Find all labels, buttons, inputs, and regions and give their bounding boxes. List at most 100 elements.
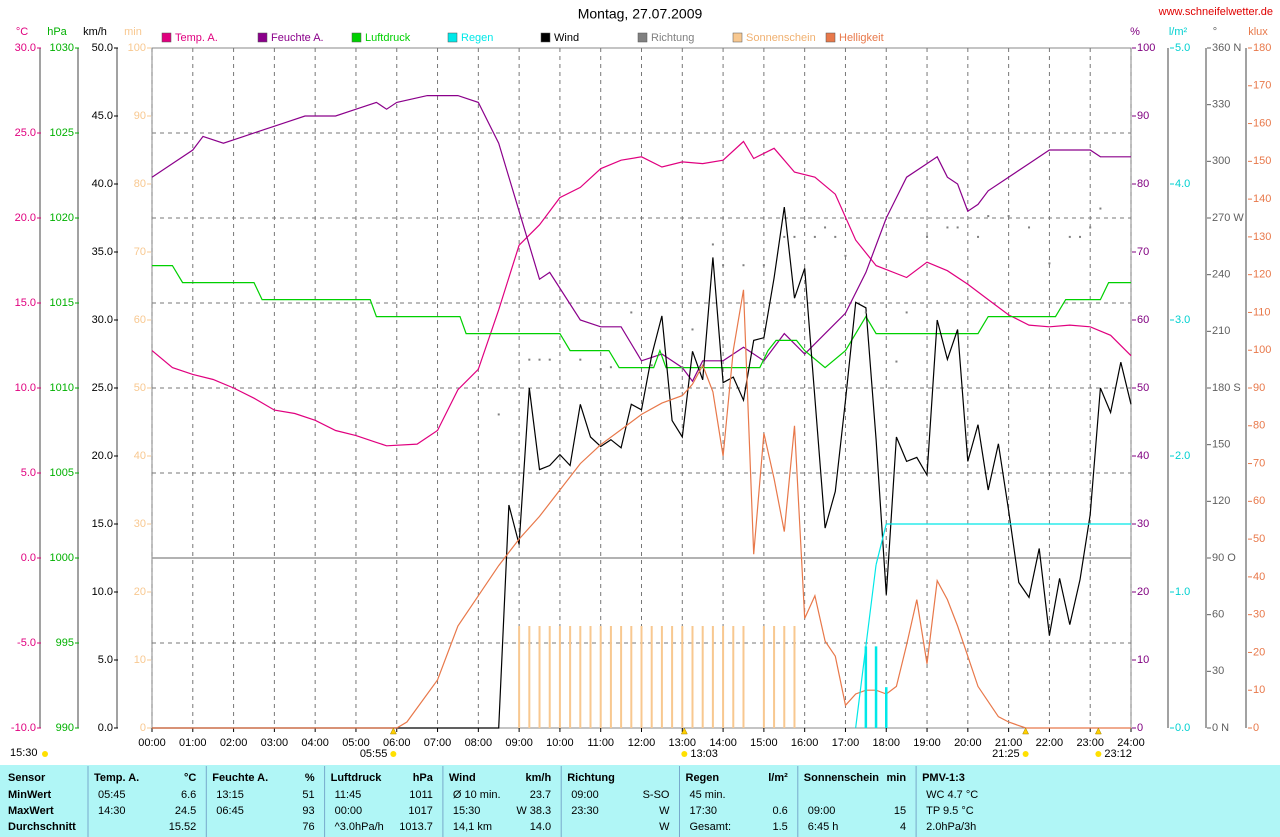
sunshine-bar (793, 626, 796, 728)
y-tick-label: 0.0 (21, 552, 36, 564)
x-tick-label: 05:00 (342, 737, 370, 749)
direction-dot (895, 360, 898, 363)
column-header: Temp. A. (94, 772, 139, 784)
column-header: Richtung (567, 772, 615, 784)
annotation-marker (1094, 727, 1102, 735)
cell-left: 06:45 (216, 805, 244, 817)
rain-sum-segment (865, 564, 877, 647)
axis-unit: ° (1213, 26, 1217, 38)
direction-dot (722, 264, 725, 267)
y-tick-label: 1000 (50, 552, 74, 564)
y-tick-label: 210 (1212, 325, 1230, 337)
column-header: Regen (686, 772, 720, 784)
annotation-marker (389, 727, 397, 735)
x-tick-label: 23:00 (1076, 737, 1104, 749)
y-tick-label: -10.0 (11, 722, 36, 734)
y-tick-label: 60 (1253, 495, 1265, 507)
sunshine-bar (671, 626, 674, 728)
sunshine-bar (579, 626, 582, 728)
axis-unit: km/h (83, 26, 107, 38)
sunshine-bar (722, 626, 725, 728)
sunshine-bar (701, 626, 704, 728)
y-tick-label: 30 (134, 518, 146, 530)
direction-dot (946, 226, 949, 229)
y-tick-label: 5.0 (1175, 42, 1190, 54)
x-tick-label: 19:00 (913, 737, 941, 749)
sunshine-bar (640, 626, 643, 728)
axis-unit: °C (16, 26, 28, 38)
sunshine-bar (599, 626, 602, 728)
y-tick-label: 40.0 (92, 178, 113, 190)
y-tick-label: 60 (1212, 609, 1224, 621)
y-tick-label: 130 (1253, 231, 1271, 243)
y-tick-label: 70 (134, 246, 146, 258)
legend-swatch (351, 32, 362, 43)
y-tick-label: 1010 (50, 382, 74, 394)
sunshine-bar (620, 626, 623, 728)
cell-right: W 38.3 (516, 805, 551, 817)
direction-dot (1099, 207, 1102, 210)
sunshine-bar (773, 626, 776, 728)
legend-label: Wind (554, 32, 579, 44)
moon-icon (42, 751, 48, 757)
direction-dot (813, 235, 816, 238)
sunshine-bar (681, 626, 684, 728)
x-tick-label: 14:00 (709, 737, 737, 749)
y-tick-label: 90 O (1212, 552, 1236, 564)
series-line (152, 289, 1131, 729)
y-tick-label: 90 (1253, 382, 1265, 394)
cell-right: 23.7 (530, 789, 551, 801)
y-tick-label: 120 (1253, 269, 1271, 281)
direction-dot (630, 311, 633, 314)
cell-left: 09:00 (571, 789, 599, 801)
x-tick-label: 20:00 (954, 737, 982, 749)
cell-right: W (659, 805, 670, 817)
y-tick-label: 60 (134, 314, 146, 326)
cell-right: 24.5 (175, 805, 196, 817)
y-tick-label: 300 (1212, 155, 1230, 167)
direction-dot (1079, 235, 1082, 238)
y-tick-label: 15.0 (15, 297, 36, 309)
direction-dot (956, 226, 959, 229)
y-tick-label: 0.0 (98, 722, 113, 734)
direction-dot (1068, 235, 1071, 238)
row-label: MaxWert (8, 805, 54, 817)
x-tick-label: 15:00 (750, 737, 778, 749)
y-tick-label: 80 (1253, 420, 1265, 432)
annotation-marker (1022, 727, 1030, 735)
row-label: Durchschnitt (8, 821, 76, 833)
direction-dot (905, 311, 908, 314)
legend-label: Richtung (651, 32, 694, 44)
y-tick-label: 4.0 (1175, 178, 1190, 190)
y-tick-label: 150 (1253, 155, 1271, 167)
annotation-icon (390, 751, 397, 757)
cell-left: Ø 10 min. (453, 789, 501, 801)
sunshine-bar (650, 626, 653, 728)
cell-left: 09:00 (808, 805, 836, 817)
cell-left: 14,1 km (453, 821, 492, 833)
y-tick-label: 140 (1253, 193, 1271, 205)
direction-dot (824, 226, 827, 229)
series-line (151, 95, 1131, 383)
direction-dot (742, 264, 745, 267)
legend-label: Feuchte A. (271, 32, 324, 44)
y-tick-label: 40 (1253, 571, 1265, 583)
annotation-label: 21:25 (992, 748, 1020, 760)
x-tick-label: 16:00 (791, 737, 819, 749)
direction-dot (711, 243, 714, 246)
legend-swatch (825, 32, 836, 43)
sunshine-bar (630, 626, 633, 728)
legend-swatch (161, 32, 172, 43)
y-tick-label: 1.0 (1175, 586, 1190, 598)
y-tick-label: 20 (1137, 586, 1149, 598)
direction-dot (528, 358, 531, 361)
y-tick-label: 330 (1212, 99, 1230, 111)
x-tick-label: 21:00 (995, 737, 1023, 749)
legend-swatch (447, 32, 458, 43)
sunshine-bar (518, 626, 521, 728)
x-tick-label: 04:00 (301, 737, 329, 749)
y-tick-label: 160 (1253, 117, 1271, 129)
annotation-icon (681, 751, 688, 757)
cell-left: 00:00 (335, 805, 363, 817)
direction-dot (579, 358, 582, 361)
